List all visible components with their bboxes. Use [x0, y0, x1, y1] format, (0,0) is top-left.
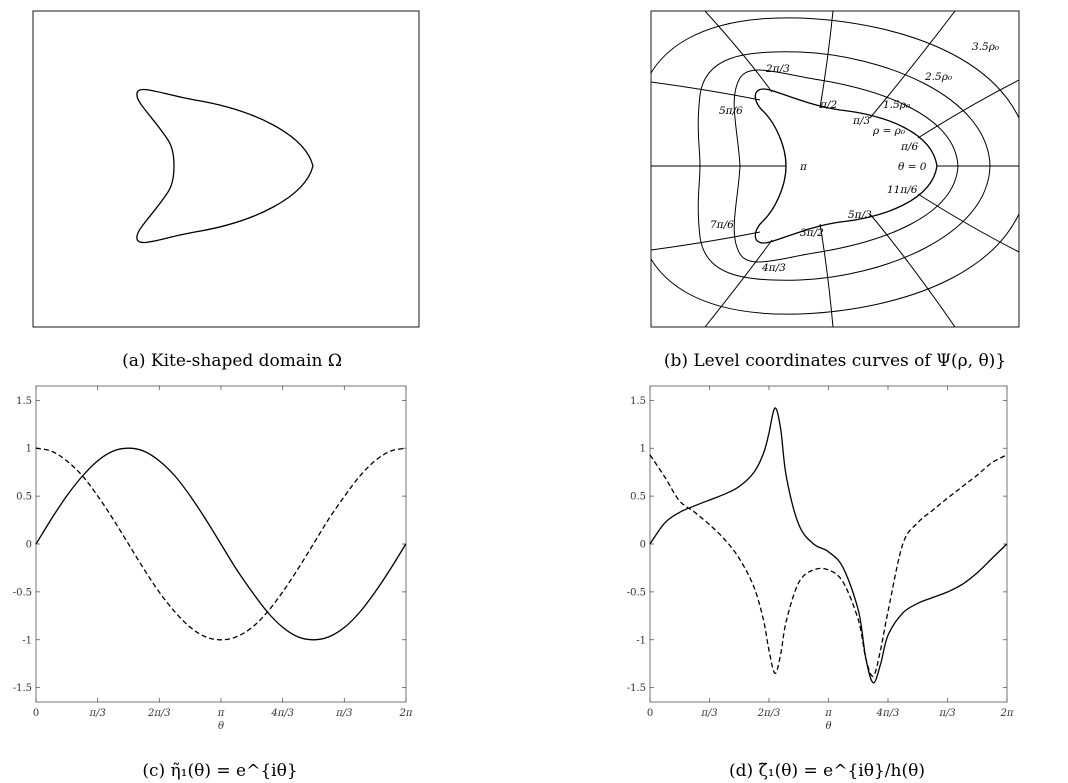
theta-curve-2pi3	[704, 11, 773, 93]
label-theta-pi3: π/3	[852, 115, 870, 127]
y-tick-label: 1	[640, 444, 646, 455]
label-theta-pi2: π/2	[819, 99, 837, 111]
panel-b-frame	[650, 10, 1020, 328]
caption-d: (d) ζ̃₁(θ) = e^{iθ}/h(θ)	[729, 761, 925, 781]
y-tick-label: -1.5	[13, 683, 32, 694]
series-line-dashed	[35, 447, 406, 641]
theta-curve-pi3	[869, 11, 956, 119]
panel-b: 3.5ρ₀ 2.5ρ₀ 1.5ρ₀ ρ = ρ₀ π/6 π/3 π/2 2π/…	[650, 10, 1020, 371]
y-tick-label: 0	[26, 540, 32, 551]
y-tick-label: -0.5	[627, 587, 646, 598]
theta-curve-4pi3	[704, 239, 773, 327]
y-tick-label: 0.5	[630, 492, 646, 503]
plot-frame	[649, 385, 1008, 703]
x-tick-label: π/3	[938, 708, 955, 719]
x-tick-label: π/3	[335, 708, 352, 719]
y-tick-label: -0.5	[13, 587, 32, 598]
panel-c-chart: -1.5 -1 -0.5 0 0.5 1 1.5 0 π/3 2π/3 π 4π/3 π/3 2π θ	[13, 385, 413, 732]
x-tick-label: π/3	[700, 708, 717, 719]
kite-boundary	[136, 88, 314, 244]
theta-curve-5pi6	[651, 81, 761, 101]
x-tick-label: π	[217, 708, 225, 719]
label-theta-4pi3: 4π/3	[761, 262, 786, 274]
theta-curve-pi2	[819, 11, 834, 109]
caption-c: (c) η̃₁(θ) = e^{iθ}	[142, 761, 297, 781]
y-tick-label: 1.5	[16, 396, 32, 407]
theta-curve-11pi6	[917, 193, 1019, 253]
y-tick-label: 1.5	[630, 396, 646, 407]
label-rho35: 3.5ρ₀	[972, 41, 1000, 53]
x-tick-label: 0	[647, 708, 653, 719]
label-theta-pi6: π/6	[900, 141, 918, 153]
y-tick-label: -1.5	[627, 683, 646, 694]
series-line-solid	[649, 407, 1008, 684]
x-tick-label: π	[824, 708, 832, 719]
series-line-dashed	[649, 454, 1008, 677]
label-theta-5pi3: 5π/3	[848, 209, 872, 221]
theta-curve-3pi2	[819, 223, 834, 327]
label-rho15: 1.5ρ₀	[883, 99, 911, 111]
label-rho0: ρ = ρ₀	[872, 125, 906, 137]
x-tick-label: 2π/3	[757, 708, 781, 719]
x-tick-label: 0	[33, 708, 39, 719]
label-theta-11pi6: 11π/6	[887, 184, 918, 196]
x-tick-label: π/3	[89, 708, 106, 719]
label-theta-2pi3: 2π/3	[765, 63, 790, 75]
x-tick-label: 4π/3	[876, 708, 900, 719]
panel-d-chart: -1.5 -1 -0.5 0 0.5 1 1.5 0 π/3 2π/3 π 4π/3 π/3 2π θ	[627, 385, 1014, 732]
x-tick-label: 2π	[1000, 708, 1014, 719]
x-tick-label: 4π/3	[270, 708, 294, 719]
label-theta-pi: π	[799, 161, 808, 173]
label-theta-7pi6: 7π/6	[710, 219, 734, 231]
y-tick-label: -1	[22, 635, 32, 646]
y-tick-label: 0	[640, 540, 646, 551]
x-tick-label: 2π	[399, 708, 413, 719]
label-theta-0: θ = 0	[898, 161, 927, 173]
caption-b: (b) Level coordinates curves of Ψ(ρ, θ)}	[664, 351, 1006, 371]
panel-a: (a) Kite-shaped domain Ω	[32, 10, 420, 371]
panel-a-frame	[32, 10, 420, 328]
series-line-solid	[35, 447, 407, 641]
y-tick-label: 1	[26, 444, 32, 455]
x-tick-label: 2π/3	[147, 708, 171, 719]
theta-curve-5pi3	[869, 213, 956, 327]
y-tick-label: 0.5	[16, 492, 32, 503]
y-tick-label: -1	[636, 635, 646, 646]
label-rho25: 2.5ρ₀	[924, 71, 953, 83]
level-curve-rho35	[651, 17, 1019, 315]
label-theta-3pi2: 3π/2	[800, 227, 824, 239]
caption-a: (a) Kite-shaped domain Ω	[122, 351, 342, 371]
x-axis-label: θ	[218, 721, 224, 732]
theta-curve-pi6	[917, 79, 1019, 139]
x-axis-label: θ	[825, 721, 831, 732]
theta-curve-7pi6	[651, 231, 761, 251]
label-theta-5pi6: 5π/6	[719, 105, 743, 117]
